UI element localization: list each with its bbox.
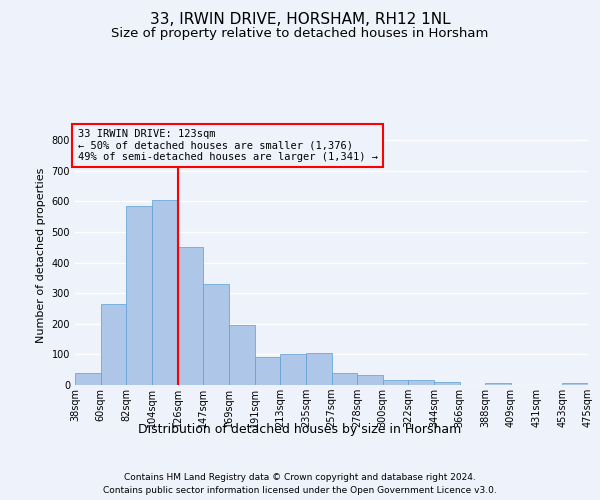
- Bar: [203, 284, 229, 385]
- Bar: [485, 384, 511, 385]
- Bar: [409, 380, 434, 385]
- Text: Contains public sector information licensed under the Open Government Licence v3: Contains public sector information licen…: [103, 486, 497, 495]
- Text: Contains HM Land Registry data © Crown copyright and database right 2024.: Contains HM Land Registry data © Crown c…: [124, 472, 476, 482]
- Text: 33 IRWIN DRIVE: 123sqm
← 50% of detached houses are smaller (1,376)
49% of semi-: 33 IRWIN DRIVE: 123sqm ← 50% of detached…: [77, 129, 377, 162]
- Text: Distribution of detached houses by size in Horsham: Distribution of detached houses by size …: [139, 422, 461, 436]
- Bar: [331, 374, 357, 385]
- Bar: [152, 200, 178, 385]
- Bar: [357, 375, 383, 385]
- Text: Size of property relative to detached houses in Horsham: Size of property relative to detached ho…: [112, 28, 488, 40]
- Bar: [562, 384, 588, 385]
- Text: 33, IRWIN DRIVE, HORSHAM, RH12 1NL: 33, IRWIN DRIVE, HORSHAM, RH12 1NL: [149, 12, 451, 28]
- Bar: [254, 358, 280, 385]
- Bar: [229, 326, 254, 385]
- Bar: [434, 382, 460, 385]
- Bar: [280, 354, 306, 385]
- Bar: [383, 380, 409, 385]
- Y-axis label: Number of detached properties: Number of detached properties: [36, 168, 46, 342]
- Bar: [306, 353, 331, 385]
- Bar: [101, 304, 127, 385]
- Bar: [178, 248, 203, 385]
- Bar: [127, 206, 152, 385]
- Bar: [75, 374, 101, 385]
